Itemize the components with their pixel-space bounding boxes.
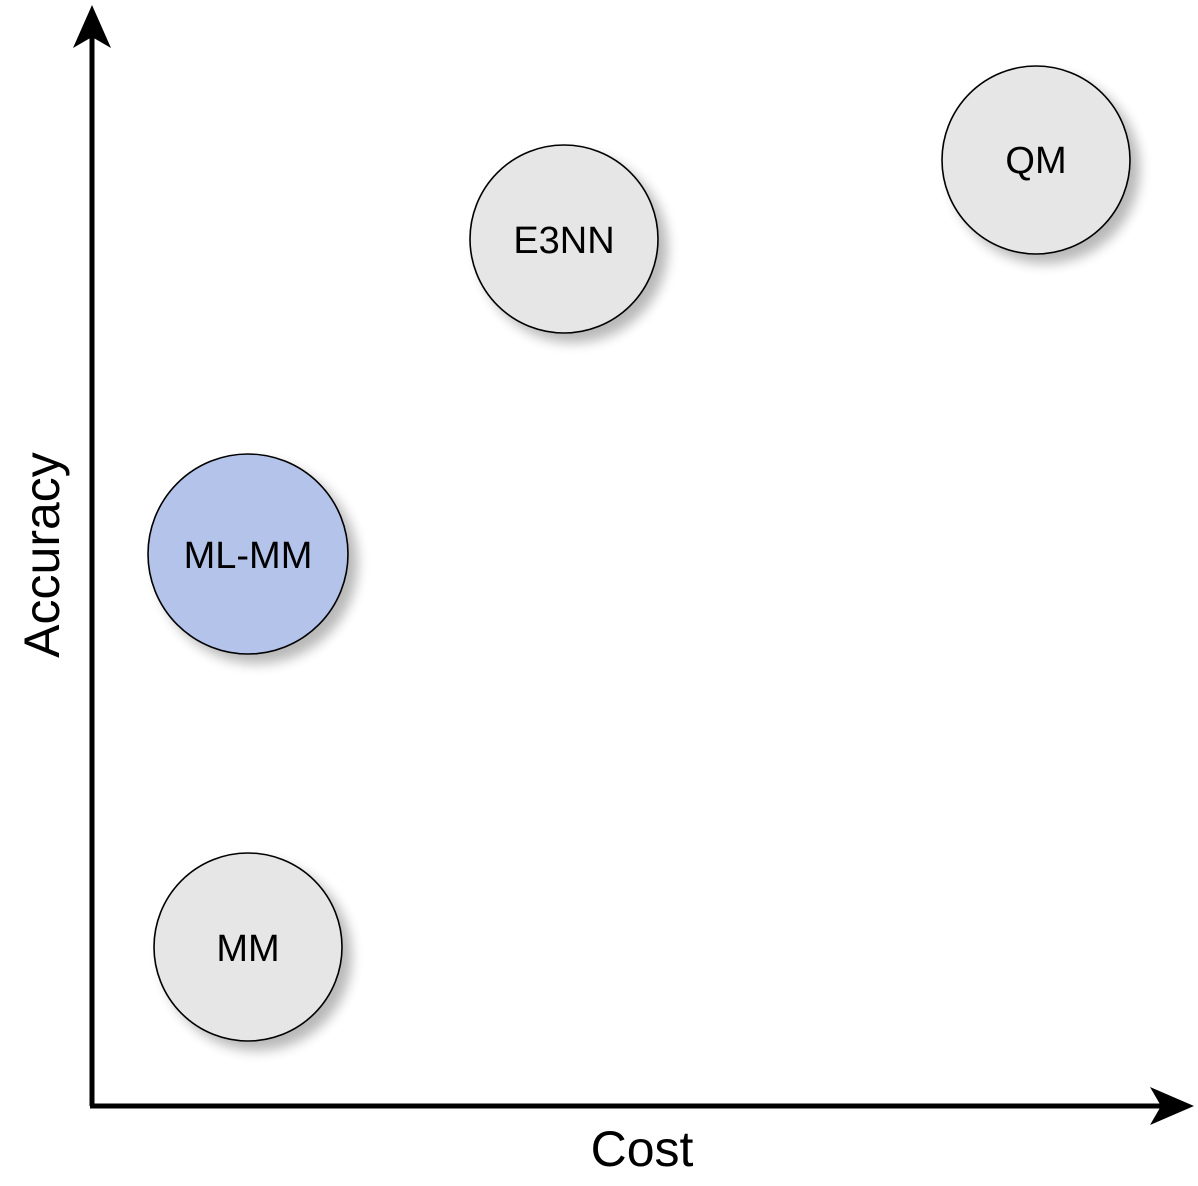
node-qm (941, 65, 1131, 255)
y-axis-arrow-icon (73, 5, 111, 48)
node-circle (147, 453, 349, 655)
node-e3nn (469, 144, 659, 334)
node-label-e3nn: E3NN (513, 220, 614, 262)
node-circle (153, 852, 343, 1042)
y-axis-label: Accuracy (14, 452, 70, 658)
node-label-mm: MM (216, 928, 279, 970)
node-circle (469, 144, 659, 334)
x-axis-arrow-icon (1150, 1087, 1194, 1125)
node-circle (941, 65, 1131, 255)
node-ml-mm (147, 453, 349, 655)
node-mm (153, 852, 343, 1042)
x-axis-label: Cost (591, 1121, 694, 1177)
node-label-qm: QM (1005, 140, 1066, 182)
node-label-ml-mm: ML-MM (184, 535, 313, 577)
